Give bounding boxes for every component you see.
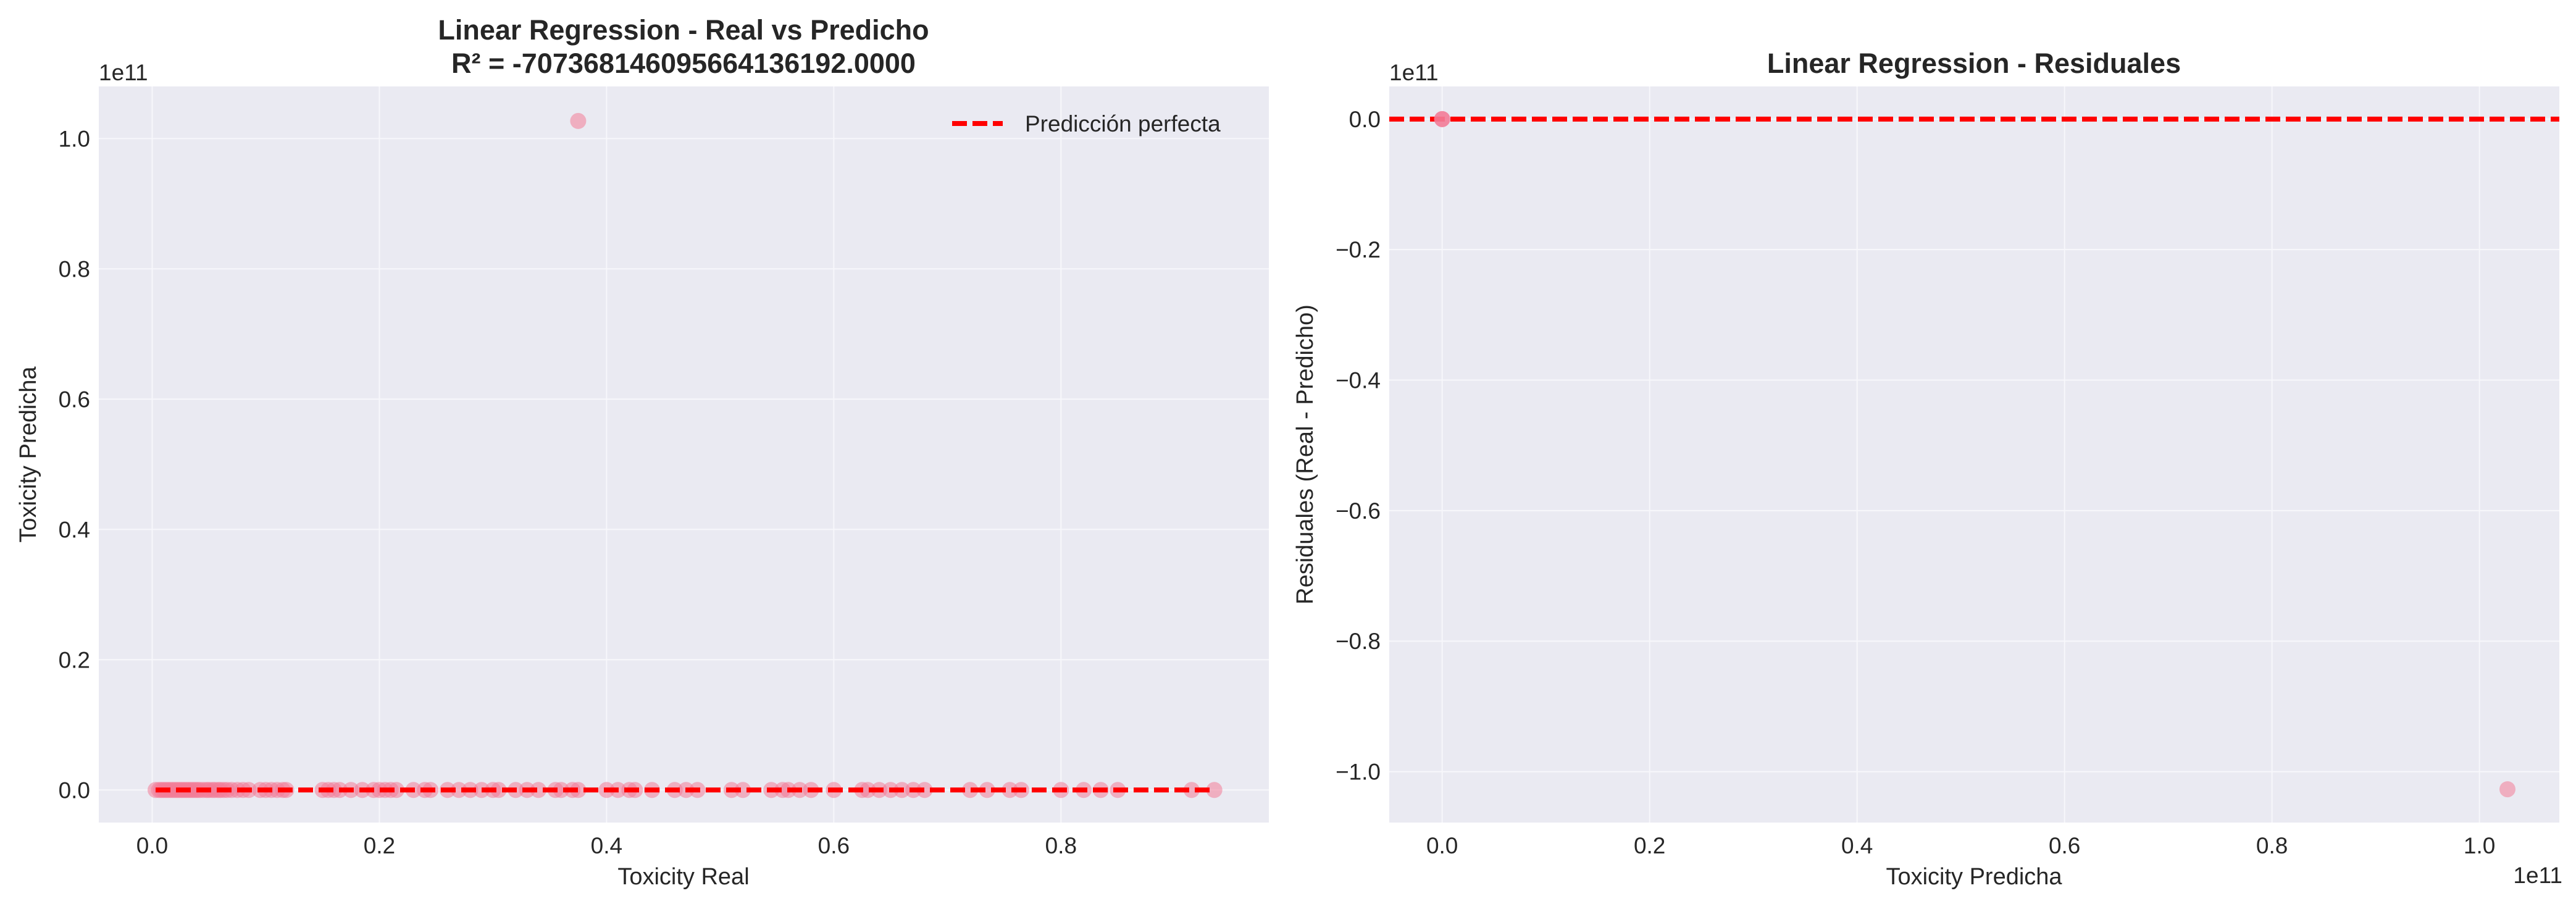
y-tick-label: −0.6 — [1336, 498, 1381, 524]
y-tick-label: 0.8 — [59, 256, 90, 282]
x-offset-text: 1e11 — [2513, 863, 2562, 888]
data-point — [530, 782, 547, 798]
y-offset-text: 1e11 — [99, 60, 148, 85]
x-axis-label: Toxicity Real — [617, 864, 749, 890]
y-tick-label: 1.0 — [59, 126, 90, 151]
x-tick-label: 0.0 — [1426, 833, 1458, 858]
plot-area — [99, 86, 1269, 823]
data-point — [388, 782, 405, 798]
y-offset-text: 1e11 — [1389, 60, 1439, 85]
y-tick-label: 0.0 — [1349, 107, 1381, 132]
data-point — [979, 782, 995, 798]
grid — [1389, 86, 2559, 823]
x-tick-label: 0.6 — [2049, 833, 2080, 858]
data-point — [1434, 111, 1450, 127]
chart-title: Linear Regression - Residuales — [1767, 48, 2181, 79]
chart-real-vs-predicho: 0.0 0.2 0.4 0.6 0.8 0.0 0.2 0.4 0.6 0.8 1.0 Linea… — [15, 14, 1269, 890]
y-axis-label: Toxicity Predicha — [15, 366, 41, 543]
y-tick-label: 0.2 — [59, 647, 90, 672]
chart-title: Linear Regression - Real vs Predicho — [438, 14, 929, 46]
data-point — [451, 782, 467, 798]
y-tick-label: −0.2 — [1336, 237, 1381, 262]
x-tick-label: 0.2 — [1634, 833, 1665, 858]
x-tick-label: 0.0 — [136, 833, 168, 858]
data-point — [2499, 781, 2516, 798]
x-axis-label: Toxicity Predicha — [1886, 864, 2062, 890]
y-tick-label: 0.4 — [59, 517, 90, 542]
legend: Predicción perfecta — [952, 111, 1221, 136]
data-point — [916, 782, 933, 798]
chart-subtitle: R² = -7073681460956641361​92.0000 — [451, 48, 916, 79]
x-tick-label: 1.0 — [2464, 833, 2495, 858]
data-point — [570, 112, 587, 129]
scatter-points — [1434, 111, 2516, 798]
x-tick-labels: 0.0 0.2 0.4 0.6 0.8 1.0 — [1426, 833, 2495, 858]
x-tick-label: 0.4 — [1841, 833, 1873, 858]
data-point — [1206, 782, 1223, 798]
y-tick-labels: 0.0 −0.2 −0.4 −0.6 −0.8 −1.0 — [1336, 107, 1381, 785]
x-tick-labels: 0.0 0.2 0.4 0.6 0.8 — [136, 833, 1077, 858]
legend-label: Predicción perfecta — [1025, 111, 1221, 136]
y-tick-label: −1.0 — [1336, 760, 1381, 785]
data-point — [1002, 782, 1018, 798]
y-tick-label: −0.4 — [1336, 368, 1381, 393]
data-point — [962, 782, 979, 798]
data-point — [735, 782, 751, 798]
data-point — [490, 782, 507, 798]
y-tick-label: 0.0 — [59, 777, 90, 803]
x-tick-label: 0.2 — [364, 833, 395, 858]
plot-area — [1389, 86, 2559, 823]
x-tick-label: 0.8 — [1045, 833, 1077, 858]
y-tick-label: 0.6 — [59, 387, 90, 412]
x-tick-label: 0.6 — [818, 833, 850, 858]
chart-residuales: 0.0 0.2 0.4 0.6 0.8 1.0 0.0 −0.2 −0.4 −0.6 −0.8 −1… — [1292, 48, 2562, 890]
x-tick-label: 0.8 — [2256, 833, 2288, 858]
y-tick-label: −0.8 — [1336, 629, 1381, 654]
data-point — [1183, 782, 1200, 798]
y-tick-labels: 0.0 0.2 0.4 0.6 0.8 1.0 — [59, 126, 90, 803]
y-axis-label: Residuales (Real - Predicho) — [1292, 304, 1318, 605]
data-point — [570, 782, 587, 798]
data-point — [553, 782, 569, 798]
x-tick-label: 0.4 — [591, 833, 622, 858]
data-point — [859, 782, 876, 798]
